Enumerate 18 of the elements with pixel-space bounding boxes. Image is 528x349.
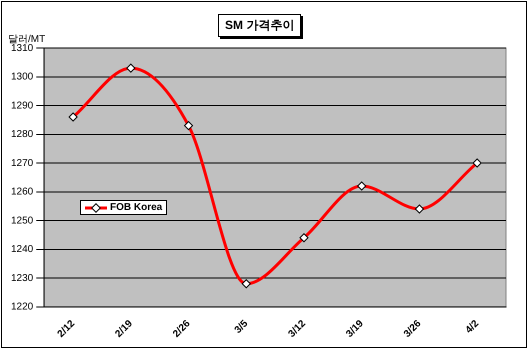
y-tick-label: 1300 [10, 72, 34, 82]
y-tick-label: 1280 [10, 129, 34, 140]
x-tick-label: 3/26 [402, 318, 424, 340]
x-tick-label: 3/19 [344, 318, 366, 340]
chart-title: SM 가격추이 [218, 14, 302, 37]
y-tick-label: 1220 [10, 302, 34, 312]
y-axis-title: 달러/MT [8, 33, 46, 45]
y-tick-label: 1250 [10, 215, 34, 226]
y-tick-label: 1260 [10, 186, 34, 198]
x-tick-label: 3/5 [232, 318, 251, 336]
y-tick-label: 1270 [10, 158, 34, 169]
y-tick-label: 1290 [10, 100, 34, 112]
legend-label: FOB Korea [110, 202, 162, 213]
x-tick-label: 4/2 [464, 318, 482, 336]
y-tick-label: 1310 [10, 42, 34, 54]
y-tick-label: 1230 [10, 272, 34, 284]
y-tick-label: 1240 [10, 244, 34, 255]
x-tick-label: 3/12 [286, 318, 308, 340]
